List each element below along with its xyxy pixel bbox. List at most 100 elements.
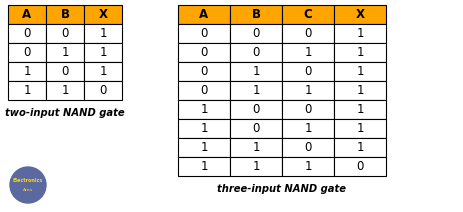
Bar: [178, 119, 230, 138]
Text: A: A: [22, 8, 31, 21]
Bar: [46, 43, 84, 62]
Text: 1: 1: [356, 46, 363, 59]
Text: 1: 1: [23, 84, 31, 97]
Bar: [282, 100, 333, 119]
Bar: [230, 138, 282, 157]
Bar: [230, 100, 282, 119]
Bar: [230, 24, 282, 43]
Bar: [230, 62, 282, 81]
Bar: [178, 81, 230, 100]
Text: 1: 1: [304, 160, 311, 173]
Text: 1: 1: [61, 84, 69, 97]
Bar: [178, 100, 230, 119]
Text: 1: 1: [304, 84, 311, 97]
Bar: [333, 62, 385, 81]
Text: 1: 1: [252, 141, 259, 154]
Text: 0: 0: [252, 27, 259, 40]
Text: 1: 1: [356, 27, 363, 40]
Bar: [8, 62, 46, 81]
Text: 0: 0: [61, 27, 69, 40]
Bar: [8, 5, 46, 24]
Bar: [230, 5, 282, 24]
Bar: [333, 157, 385, 176]
Text: 0: 0: [304, 141, 311, 154]
Bar: [178, 62, 230, 81]
Text: 0: 0: [23, 46, 31, 59]
Bar: [46, 24, 84, 43]
Bar: [282, 43, 333, 62]
Text: 1: 1: [99, 65, 106, 78]
Text: 0: 0: [252, 46, 259, 59]
Bar: [333, 5, 385, 24]
Bar: [333, 43, 385, 62]
Text: 1: 1: [304, 122, 311, 135]
Bar: [178, 24, 230, 43]
Bar: [84, 5, 122, 24]
Text: 1: 1: [252, 65, 259, 78]
Text: 1: 1: [304, 46, 311, 59]
Bar: [282, 62, 333, 81]
Text: 1: 1: [356, 141, 363, 154]
Text: B: B: [251, 8, 260, 21]
Text: three-input NAND gate: three-input NAND gate: [217, 184, 346, 194]
Text: Electronics: Electronics: [13, 179, 43, 184]
Bar: [333, 138, 385, 157]
Text: 1: 1: [356, 84, 363, 97]
Text: 1: 1: [200, 122, 207, 135]
Text: 0: 0: [304, 27, 311, 40]
Bar: [282, 138, 333, 157]
Bar: [8, 81, 46, 100]
Bar: [333, 81, 385, 100]
Bar: [282, 81, 333, 100]
Text: 0: 0: [356, 160, 363, 173]
Bar: [282, 5, 333, 24]
Bar: [46, 81, 84, 100]
Text: 0: 0: [23, 27, 31, 40]
Bar: [84, 81, 122, 100]
Bar: [230, 81, 282, 100]
Bar: [178, 5, 230, 24]
Text: 1: 1: [200, 160, 207, 173]
Text: 1: 1: [23, 65, 31, 78]
Bar: [178, 43, 230, 62]
Bar: [46, 62, 84, 81]
Bar: [84, 43, 122, 62]
Bar: [230, 119, 282, 138]
Text: 1: 1: [356, 122, 363, 135]
Text: 1: 1: [99, 46, 106, 59]
Text: Area: Area: [23, 188, 33, 192]
Text: 0: 0: [252, 103, 259, 116]
Text: 0: 0: [200, 46, 207, 59]
Text: X: X: [98, 8, 107, 21]
Bar: [178, 138, 230, 157]
Bar: [333, 100, 385, 119]
Bar: [230, 43, 282, 62]
Bar: [282, 157, 333, 176]
Bar: [282, 24, 333, 43]
Bar: [230, 157, 282, 176]
Text: two-input NAND gate: two-input NAND gate: [5, 108, 125, 118]
Text: 1: 1: [200, 141, 207, 154]
Bar: [46, 5, 84, 24]
Text: C: C: [303, 8, 312, 21]
Bar: [333, 119, 385, 138]
Text: 0: 0: [252, 122, 259, 135]
Bar: [8, 43, 46, 62]
Text: 1: 1: [252, 84, 259, 97]
Text: 1: 1: [356, 65, 363, 78]
Text: X: X: [355, 8, 364, 21]
Bar: [282, 119, 333, 138]
Text: 1: 1: [200, 103, 207, 116]
Text: 0: 0: [200, 27, 207, 40]
Text: 0: 0: [61, 65, 69, 78]
Circle shape: [10, 167, 46, 203]
Text: 1: 1: [252, 160, 259, 173]
Bar: [84, 62, 122, 81]
Bar: [8, 24, 46, 43]
Bar: [84, 24, 122, 43]
Text: 0: 0: [304, 103, 311, 116]
Text: 0: 0: [200, 65, 207, 78]
Bar: [178, 157, 230, 176]
Text: B: B: [60, 8, 69, 21]
Text: 1: 1: [61, 46, 69, 59]
